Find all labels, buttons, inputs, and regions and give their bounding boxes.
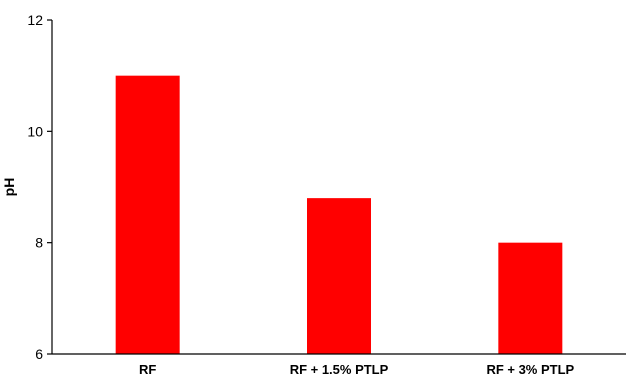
y-tick-label: 6: [35, 346, 43, 362]
x-category-label: RF + 1.5% PTLP: [290, 362, 389, 377]
bar: [498, 242, 563, 354]
x-category-label: RF + 3% PTLP: [486, 362, 574, 377]
bars-group: [115, 75, 563, 355]
x-labels-group: RF RF + 1.5% PTLP RF + 3% PTLP: [139, 362, 575, 377]
y-axis-title: pH: [1, 178, 17, 197]
y-ticks-group: 6 8 10 12: [27, 12, 52, 362]
bar: [307, 198, 371, 354]
y-tick-label: 8: [35, 235, 43, 251]
x-category-label: RF: [139, 362, 156, 377]
y-tick-label: 12: [27, 12, 43, 28]
bar: [115, 75, 180, 355]
y-tick-label: 10: [27, 123, 43, 139]
